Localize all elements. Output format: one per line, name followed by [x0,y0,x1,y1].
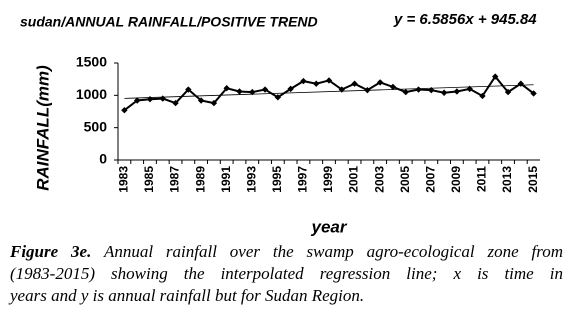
x-axis-label: year [311,217,348,236]
y-tick-label: 1000 [76,86,107,102]
point [517,80,525,87]
point [261,86,269,93]
point [274,94,282,101]
point [121,107,128,114]
x-tick-label: 2009 [449,166,463,193]
x-tick-label: 1997 [296,166,310,193]
point [530,90,537,97]
point [440,89,448,96]
point [223,85,230,92]
point [236,88,243,95]
x-tick-label: 1985 [142,166,156,193]
point [197,97,205,104]
caption-line: (1983-2015) showing the interpolated reg… [10,264,563,283]
point [133,97,141,104]
caption-label: Figure 3e. [10,242,92,261]
y-axis-label: RAINFALL(mm) [33,65,52,191]
point [415,86,422,93]
x-tick-label: 2001 [347,166,361,193]
point [210,99,218,107]
trend-line [124,84,534,99]
x-tick-label: 2005 [398,166,412,193]
x-tick-label: 2011 [475,166,489,192]
point [376,79,384,86]
x-tick-label: 2013 [500,166,514,193]
x-tick-label: 2003 [372,166,386,193]
point [479,92,486,100]
x-tick-label: 1993 [244,166,258,193]
point [325,77,333,84]
point [300,77,307,85]
x-tick-label: 1983 [117,166,131,193]
caption-line: years and y is annual rainfall but for S… [10,286,365,305]
caption-text: Annual rainfall over the swamp agro-ecol… [103,242,563,261]
point [172,99,179,107]
point [146,96,154,103]
point [389,83,397,91]
point [287,85,294,93]
trend-equation: y = 6.5856x + 945.84 [393,11,537,28]
point [313,80,320,87]
point [466,85,473,93]
y-tick-label: 500 [84,118,108,134]
chart: sudan/ANNUAL RAINFALL/POSITIVE TREND y =… [20,11,540,236]
caption: Figure 3e. Annual rainfall over the swam… [10,241,563,307]
x-tick-label: 1989 [193,166,207,193]
x-tick-label: 1987 [168,166,182,193]
point [159,95,166,102]
x-tick-label: 2007 [423,166,437,193]
point [504,88,512,96]
point [492,73,499,80]
point [453,88,461,95]
y-tick-label: 1500 [76,54,107,70]
point [428,86,435,94]
caption-line: Figure 3e. Annual rainfall over the swam… [10,241,563,263]
point [402,88,409,96]
x-tick-label: 1995 [270,166,284,193]
point [249,88,256,96]
y-tick-label: 0 [99,151,107,167]
x-tick-label: 2015 [526,166,540,193]
chart-title: sudan/ANNUAL RAINFALL/POSITIVE TREND [20,14,318,30]
point [185,86,192,93]
point [338,86,345,93]
point [351,80,358,87]
x-tick-label: 1999 [321,166,335,193]
x-tick-label: 1991 [219,166,233,193]
point [364,86,371,94]
